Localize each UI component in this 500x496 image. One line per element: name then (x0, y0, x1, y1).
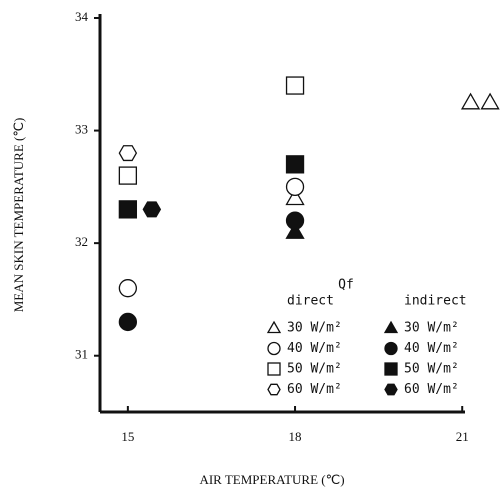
legend-label: 50 W/m² (287, 362, 342, 377)
marker (118, 200, 138, 219)
legend-label: 40 W/m² (404, 341, 459, 356)
x-tick-label: 21 (456, 429, 469, 444)
legend-marker (383, 320, 399, 334)
legend-group: indirect (404, 294, 467, 309)
marker (285, 222, 305, 239)
marker (118, 145, 138, 162)
legend-marker (267, 383, 281, 396)
legend-marker (384, 341, 398, 356)
legend-label: 60 W/m² (287, 382, 342, 397)
legend-label: 40 W/m² (287, 341, 342, 356)
marker (285, 155, 305, 174)
legend-marker (384, 383, 398, 396)
marker (118, 312, 138, 332)
marker (460, 92, 481, 110)
legend-label: 30 W/m² (404, 321, 459, 336)
legend-marker (266, 320, 282, 334)
marker (285, 211, 305, 230)
x-tick-label: 18 (289, 429, 302, 444)
marker (285, 76, 305, 95)
marker (285, 177, 305, 197)
legend-title: Qf (338, 278, 354, 293)
marker (118, 279, 138, 298)
marker (142, 201, 162, 218)
marker (118, 166, 138, 185)
x-tick-label: 15 (121, 429, 134, 444)
x-axis-label: AIR TEMPERATURE (℃) (199, 472, 344, 487)
y-tick-label: 33 (75, 122, 88, 137)
legend-label: 50 W/m² (404, 362, 459, 377)
marker (480, 92, 500, 110)
y-tick-label: 31 (75, 347, 88, 362)
y-axis-label: MEAN SKIN TEMPERATURE (℃) (11, 118, 26, 313)
legend-marker (267, 341, 281, 356)
y-tick-label: 34 (75, 9, 89, 24)
legend-label: 30 W/m² (287, 321, 342, 336)
marker (285, 188, 305, 206)
legend-label: 60 W/m² (404, 382, 459, 397)
legend-marker (384, 362, 398, 376)
legend-group: direct (287, 294, 334, 309)
y-tick-label: 32 (75, 234, 88, 249)
legend-marker (267, 362, 281, 376)
